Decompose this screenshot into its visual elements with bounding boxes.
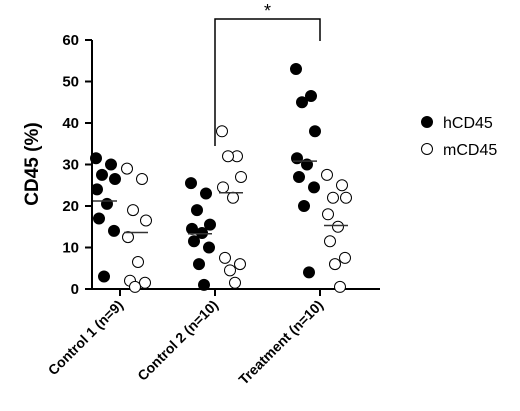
- data-point-mcd45: [329, 258, 341, 271]
- data-point-mcd45: [219, 251, 231, 264]
- median-lines: [93, 160, 348, 235]
- data-point-hcd45: [200, 187, 212, 200]
- legend: hCD45 mCD45: [421, 115, 497, 159]
- data-point-hcd45: [204, 218, 216, 231]
- data-point-hcd45: [291, 152, 303, 165]
- data-point-mcd45: [121, 162, 133, 175]
- y-tick-label: 40: [62, 115, 79, 132]
- data-point-hcd45: [186, 222, 198, 235]
- data-point-hcd45: [303, 266, 315, 279]
- x-tick-label: Control 1 (n=9): [45, 297, 126, 378]
- data-point-hcd45: [91, 183, 103, 196]
- y-tick-label: 20: [62, 198, 79, 215]
- legend-marker-mcd45: [421, 143, 433, 155]
- data-point-mcd45: [334, 280, 346, 293]
- data-point-mcd45: [227, 191, 239, 204]
- y-tick-label: 30: [62, 157, 79, 174]
- data-point-mcd45: [140, 214, 152, 227]
- data-point-hcd45: [90, 152, 102, 165]
- data-point-mcd45: [217, 181, 229, 194]
- y-tick-label: 50: [62, 74, 79, 91]
- legend-item-mcd45: mCD45: [421, 142, 497, 159]
- data-point-mcd45: [324, 235, 336, 248]
- data-point-hcd45: [188, 235, 200, 248]
- data-point-hcd45: [196, 226, 208, 239]
- data-point-mcd45: [127, 204, 139, 217]
- data-point-mcd45: [321, 168, 333, 181]
- y-axis-label: CD45 (%): [22, 122, 43, 205]
- data-point-mcd45: [339, 251, 351, 264]
- y-tick-label: 60: [62, 32, 79, 49]
- data-point-hcd45: [203, 241, 215, 254]
- data-point-hcd45: [98, 270, 110, 283]
- x-axis: Control 1 (n=9) Control 2 (n=10) Treatment…: [45, 288, 380, 388]
- significance-bracket: *: [214, 1, 321, 146]
- data-point-mcd45: [322, 208, 334, 221]
- data-point-hcd45: [108, 224, 120, 237]
- significance-label: *: [264, 1, 271, 21]
- data-point-mcd45: [336, 179, 348, 192]
- data-point-hcd45: [305, 90, 317, 103]
- data-point-hcd45: [109, 173, 121, 186]
- legend-label-mcd45: mCD45: [443, 142, 497, 159]
- data-point-mcd45: [234, 258, 246, 271]
- data-point-hcd45: [93, 212, 105, 225]
- data-point-mcd45: [129, 280, 141, 293]
- data-point-hcd45: [105, 158, 117, 171]
- data-point-hcd45: [101, 197, 113, 210]
- data-point-mcd45: [216, 125, 228, 138]
- data-point-hcd45: [308, 181, 320, 194]
- data-point-mcd45: [122, 231, 134, 244]
- data-point-hcd45: [185, 177, 197, 190]
- x-tick-label: Control 2 (n=10): [134, 297, 221, 384]
- data-point-hcd45: [191, 204, 203, 217]
- data-point-mcd45: [136, 173, 148, 186]
- y-tick-label: 0: [71, 281, 79, 298]
- data-point-hcd45: [193, 258, 205, 271]
- legend-marker-hcd45: [421, 116, 433, 128]
- data-point-mcd45: [235, 170, 247, 183]
- data-point-hcd45: [96, 168, 108, 181]
- x-tick-label: Treatment (n=10): [235, 297, 326, 388]
- data-point-mcd45: [224, 264, 236, 277]
- data-point-mcd45: [139, 276, 151, 289]
- significance-bracket-line: [214, 18, 321, 146]
- data-point-mcd45: [327, 191, 339, 204]
- legend-item-hcd45: hCD45: [421, 115, 493, 132]
- data-points: [90, 63, 352, 293]
- data-point-hcd45: [296, 96, 308, 109]
- data-point-hcd45: [293, 170, 305, 183]
- y-ticks: 0 10 20 30 40 50 60: [62, 32, 92, 298]
- legend-label-hcd45: hCD45: [443, 115, 493, 132]
- x-ticks: Control 1 (n=9) Control 2 (n=10) Treatment…: [45, 289, 326, 388]
- data-point-mcd45: [222, 150, 234, 163]
- data-point-hcd45: [309, 125, 321, 138]
- y-tick-label: 10: [62, 240, 79, 257]
- data-point-hcd45: [198, 278, 210, 291]
- data-point-hcd45: [298, 200, 310, 212]
- data-point-mcd45: [332, 220, 344, 233]
- data-point-mcd45: [229, 276, 241, 289]
- data-point-mcd45: [340, 191, 352, 204]
- data-point-mcd45: [132, 256, 144, 269]
- data-point-hcd45: [290, 63, 302, 76]
- y-axis: 0 10 20 30 40 50 60: [62, 32, 93, 298]
